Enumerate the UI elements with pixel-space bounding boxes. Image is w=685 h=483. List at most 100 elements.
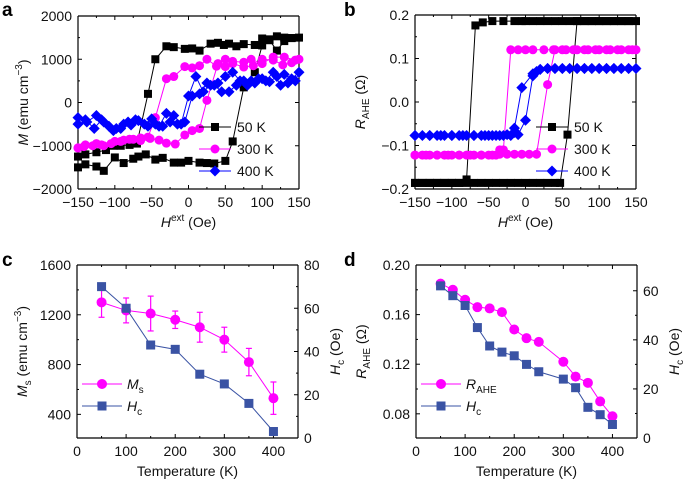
- series-400 K: [409, 63, 642, 141]
- data-point: [195, 369, 205, 379]
- y-tick-label: −0.1: [381, 138, 409, 154]
- data-point: [509, 351, 519, 361]
- data-point: [216, 86, 228, 98]
- x-tick-label: 100: [250, 194, 274, 210]
- data-point: [219, 71, 231, 83]
- y-tick-label: 2000: [41, 8, 72, 24]
- data-point: [587, 17, 596, 26]
- data-point: [110, 153, 119, 162]
- legend-label: 400 K: [237, 163, 274, 179]
- data-point: [487, 150, 497, 160]
- data-point: [125, 140, 134, 149]
- data-point: [497, 347, 507, 357]
- data-point: [129, 154, 138, 163]
- data-point: [624, 45, 634, 55]
- x-tick-label: 0: [185, 194, 193, 210]
- data-point: [602, 45, 612, 55]
- data-point: [239, 62, 249, 72]
- data-point: [145, 308, 156, 319]
- y-tick-label: −0.2: [381, 181, 409, 197]
- data-point: [195, 61, 205, 71]
- y2-tick-label: 80: [304, 257, 320, 273]
- data-point: [250, 40, 259, 49]
- legend-label: Hc: [466, 398, 481, 418]
- data-point: [195, 123, 205, 133]
- data-point: [225, 39, 234, 48]
- data-point: [239, 83, 248, 92]
- data-point: [169, 43, 178, 52]
- x-tick-label: 300: [213, 443, 237, 459]
- data-point: [241, 79, 253, 91]
- data-point: [607, 411, 618, 422]
- data-point: [488, 17, 497, 26]
- data-point: [219, 40, 228, 49]
- data-point: [132, 139, 141, 148]
- data-point: [506, 178, 515, 187]
- data-point: [446, 129, 458, 141]
- data-point: [239, 40, 248, 49]
- panel-label: b: [344, 0, 356, 21]
- data-point: [533, 336, 544, 347]
- x-tick-label: 100: [587, 194, 611, 210]
- data-point: [287, 34, 296, 43]
- y-axis-title: M (emu cm−3): [14, 59, 31, 145]
- panel-label: d: [344, 250, 356, 271]
- data-point: [528, 17, 537, 26]
- data-point: [92, 148, 101, 157]
- legend-marker: [210, 144, 220, 154]
- data-point: [492, 178, 501, 187]
- data-point: [509, 324, 520, 335]
- data-point: [548, 45, 558, 55]
- x-tick-label: 0: [522, 194, 530, 210]
- data-point: [580, 17, 589, 26]
- data-point: [516, 82, 528, 94]
- data-point: [99, 166, 108, 175]
- x-tick-label: 200: [503, 443, 527, 459]
- x-axis-title: Temperature (K): [476, 463, 577, 479]
- data-point: [521, 333, 532, 344]
- legend-marker: [209, 165, 221, 177]
- x-tick-label: 0: [73, 443, 81, 459]
- data-point: [436, 281, 446, 291]
- data-point: [623, 63, 635, 75]
- data-point: [153, 120, 165, 132]
- y2-tick-label: 0: [304, 430, 312, 446]
- data-point: [73, 143, 83, 153]
- data-point: [221, 156, 230, 165]
- data-point: [468, 129, 480, 141]
- data-point: [517, 149, 527, 159]
- data-point: [121, 303, 131, 313]
- data-point: [485, 341, 495, 351]
- data-point: [508, 122, 520, 134]
- data-point: [195, 46, 204, 55]
- data-point: [202, 95, 212, 105]
- data-point: [472, 302, 483, 313]
- y-tick-label: 0.20: [383, 257, 410, 273]
- y-axis-title: RAHE (Ω): [352, 75, 372, 129]
- data-point: [88, 122, 100, 134]
- data-point: [184, 156, 193, 165]
- data-point: [539, 45, 549, 55]
- y-tick-label: 1000: [41, 51, 72, 67]
- data-point: [558, 374, 568, 384]
- data-point: [202, 159, 211, 168]
- data-point: [433, 178, 442, 187]
- data-point: [472, 323, 482, 333]
- data-point: [521, 178, 530, 187]
- data-point: [190, 71, 202, 83]
- y-tick-label: −2000: [33, 181, 73, 197]
- data-point: [448, 291, 458, 301]
- data-point: [424, 129, 436, 141]
- data-point: [271, 71, 283, 83]
- data-point: [169, 72, 179, 82]
- data-point: [520, 114, 531, 126]
- data-point: [534, 367, 544, 377]
- legend: 50 K 300 K 400 K: [536, 119, 611, 179]
- data-point: [568, 45, 578, 55]
- series-400 K: [72, 66, 305, 137]
- data-point: [595, 17, 604, 26]
- data-point: [143, 132, 153, 142]
- data-point: [499, 17, 508, 26]
- legend-label: Hc: [127, 398, 142, 418]
